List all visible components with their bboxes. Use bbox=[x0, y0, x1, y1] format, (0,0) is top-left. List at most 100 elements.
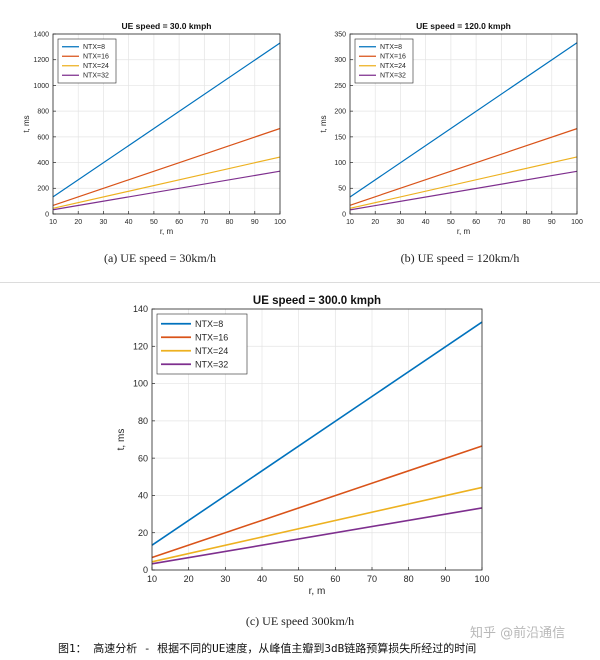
x-tick-label: 10 bbox=[147, 574, 157, 584]
series-line-2 bbox=[52, 156, 281, 209]
legend-label-0: NTX=8 bbox=[380, 44, 402, 51]
figure-caption: 图1： 高速分析 - 根据不同的UE速度，从峰值主瓣到3dB链路预算损失所经过的… bbox=[58, 642, 477, 655]
legend-label-2: NTX=24 bbox=[380, 63, 406, 70]
x-tick-label: 70 bbox=[200, 219, 208, 226]
series-line-0 bbox=[151, 321, 483, 546]
series-line-1 bbox=[349, 128, 578, 206]
x-tick-label: 90 bbox=[251, 219, 259, 226]
panel-divider bbox=[0, 282, 600, 283]
chart-svg: 10 20 30 40 50 60 70 80 90 100 0 20 40 60 80 100 120 140 U… bbox=[116, 295, 490, 597]
chart-caption-a: (a) UE speed = 30km/h bbox=[103, 251, 217, 265]
y-tick-label: 40 bbox=[138, 491, 148, 501]
x-tick-label: 90 bbox=[440, 574, 450, 584]
x-tick-label: 30 bbox=[220, 574, 230, 584]
x-tick-label: 100 bbox=[474, 574, 489, 584]
y-tick-label: 0 bbox=[342, 211, 346, 218]
x-tick-label: 80 bbox=[523, 219, 531, 226]
x-axis-label: r, m bbox=[160, 227, 174, 236]
x-tick-label: 60 bbox=[175, 219, 183, 226]
legend-label-3: NTX=32 bbox=[380, 73, 406, 80]
x-tick-label: 40 bbox=[422, 219, 430, 226]
series-line-3 bbox=[151, 507, 483, 565]
x-tick-label: 100 bbox=[571, 219, 583, 226]
axes-box bbox=[52, 33, 281, 215]
chart-caption-b: (b) UE speed = 120km/h bbox=[400, 251, 520, 265]
y-tick-label: 800 bbox=[37, 109, 49, 116]
y-tick-label: 60 bbox=[138, 453, 148, 463]
series-line-3 bbox=[349, 170, 578, 211]
x-axis-label: r, m bbox=[457, 227, 471, 236]
chart-title: UE speed = 120.0 kmph bbox=[416, 21, 511, 31]
legend-label-3: NTX=32 bbox=[195, 359, 228, 369]
series-line-2 bbox=[151, 486, 483, 563]
legend-label-2: NTX=24 bbox=[195, 346, 228, 356]
legend-label-2: NTX=24 bbox=[83, 63, 109, 70]
series-line-1 bbox=[151, 445, 483, 559]
y-tick-label: 0 bbox=[143, 565, 148, 575]
legend-label-1: NTX=16 bbox=[195, 332, 228, 342]
chart-panel-b: 10 20 30 40 50 60 70 80 90 100 0 50 100 150 200 250 300 3… bbox=[300, 18, 600, 236]
y-axis-label: t, ms bbox=[22, 115, 31, 132]
x-tick-label: 70 bbox=[367, 574, 377, 584]
y-tick-label: 400 bbox=[37, 160, 49, 167]
x-tick-label: 30 bbox=[100, 219, 108, 226]
y-axis-label: t, ms bbox=[319, 115, 328, 132]
y-tick-label: 1400 bbox=[33, 31, 49, 38]
watermark: 知乎 @前沿通信 bbox=[470, 626, 566, 641]
x-tick-label: 50 bbox=[294, 574, 304, 584]
y-tick-label: 600 bbox=[37, 134, 49, 141]
chart-title: UE speed = 30.0 kmph bbox=[122, 21, 212, 31]
legend-label-1: NTX=16 bbox=[380, 54, 406, 61]
legend-label-0: NTX=8 bbox=[195, 319, 223, 329]
x-tick-label: 10 bbox=[49, 219, 57, 226]
x-tick-label: 50 bbox=[150, 219, 158, 226]
chart-caption-c: (c) UE speed 300km/h bbox=[245, 614, 355, 628]
series-line-0 bbox=[52, 42, 281, 198]
y-tick-label: 150 bbox=[334, 134, 346, 141]
x-axis-label: r, m bbox=[309, 586, 326, 597]
chart-title: UE speed = 300.0 kmph bbox=[253, 295, 381, 307]
series-line-1 bbox=[52, 127, 281, 206]
y-tick-label: 250 bbox=[334, 83, 346, 90]
legend-label-3: NTX=32 bbox=[83, 73, 109, 80]
chart-panel-c: 10 20 30 40 50 60 70 80 90 100 0 20 40 60 80 100 120 140 U… bbox=[92, 288, 502, 597]
series-line-2 bbox=[349, 156, 578, 209]
y-axis-label: t, ms bbox=[116, 429, 127, 451]
series-line-3 bbox=[52, 170, 281, 211]
y-tick-label: 300 bbox=[334, 57, 346, 64]
y-tick-label: 120 bbox=[133, 341, 148, 351]
y-tick-label: 200 bbox=[37, 186, 49, 193]
y-tick-label: 1200 bbox=[33, 57, 49, 64]
y-tick-label: 20 bbox=[138, 528, 148, 538]
legend-label-0: NTX=8 bbox=[83, 44, 105, 51]
x-tick-label: 80 bbox=[226, 219, 234, 226]
y-tick-label: 200 bbox=[334, 109, 346, 116]
x-tick-label: 100 bbox=[274, 219, 286, 226]
axes-box bbox=[349, 33, 578, 215]
y-tick-label: 100 bbox=[334, 160, 346, 167]
x-tick-label: 40 bbox=[257, 574, 267, 584]
y-tick-label: 140 bbox=[133, 304, 148, 314]
x-tick-label: 20 bbox=[371, 219, 379, 226]
chart-svg: 10 20 30 40 50 60 70 80 90 1000200400600800100012… bbox=[22, 21, 286, 236]
chart-svg: 10 20 30 40 50 60 70 80 90 100 0 50 100 150 200 250 300 3… bbox=[319, 21, 583, 236]
y-tick-label: 0 bbox=[45, 211, 49, 218]
x-tick-label: 60 bbox=[330, 574, 340, 584]
legend-label-1: NTX=16 bbox=[83, 54, 109, 61]
x-tick-label: 30 bbox=[397, 219, 405, 226]
x-tick-label: 20 bbox=[74, 219, 82, 226]
x-tick-label: 70 bbox=[497, 219, 505, 226]
y-tick-label: 1000 bbox=[33, 83, 49, 90]
x-tick-label: 60 bbox=[472, 219, 480, 226]
y-tick-label: 80 bbox=[138, 416, 148, 426]
x-tick-label: 40 bbox=[125, 219, 133, 226]
x-tick-label: 80 bbox=[404, 574, 414, 584]
y-tick-label: 100 bbox=[133, 379, 148, 389]
series-line-0 bbox=[349, 42, 578, 198]
y-tick-label: 350 bbox=[334, 31, 346, 38]
x-tick-label: 90 bbox=[548, 219, 556, 226]
x-tick-label: 10 bbox=[346, 219, 354, 226]
x-tick-label: 50 bbox=[447, 219, 455, 226]
chart-panel-a: 10 20 30 40 50 60 70 80 90 100 0 200 400 600 800 1000 12… bbox=[0, 18, 300, 236]
x-tick-label: 20 bbox=[184, 574, 194, 584]
